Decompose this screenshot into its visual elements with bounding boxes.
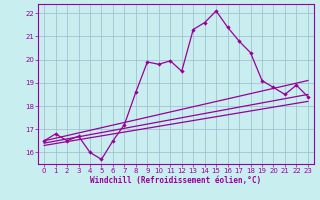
X-axis label: Windchill (Refroidissement éolien,°C): Windchill (Refroidissement éolien,°C) <box>91 176 261 185</box>
